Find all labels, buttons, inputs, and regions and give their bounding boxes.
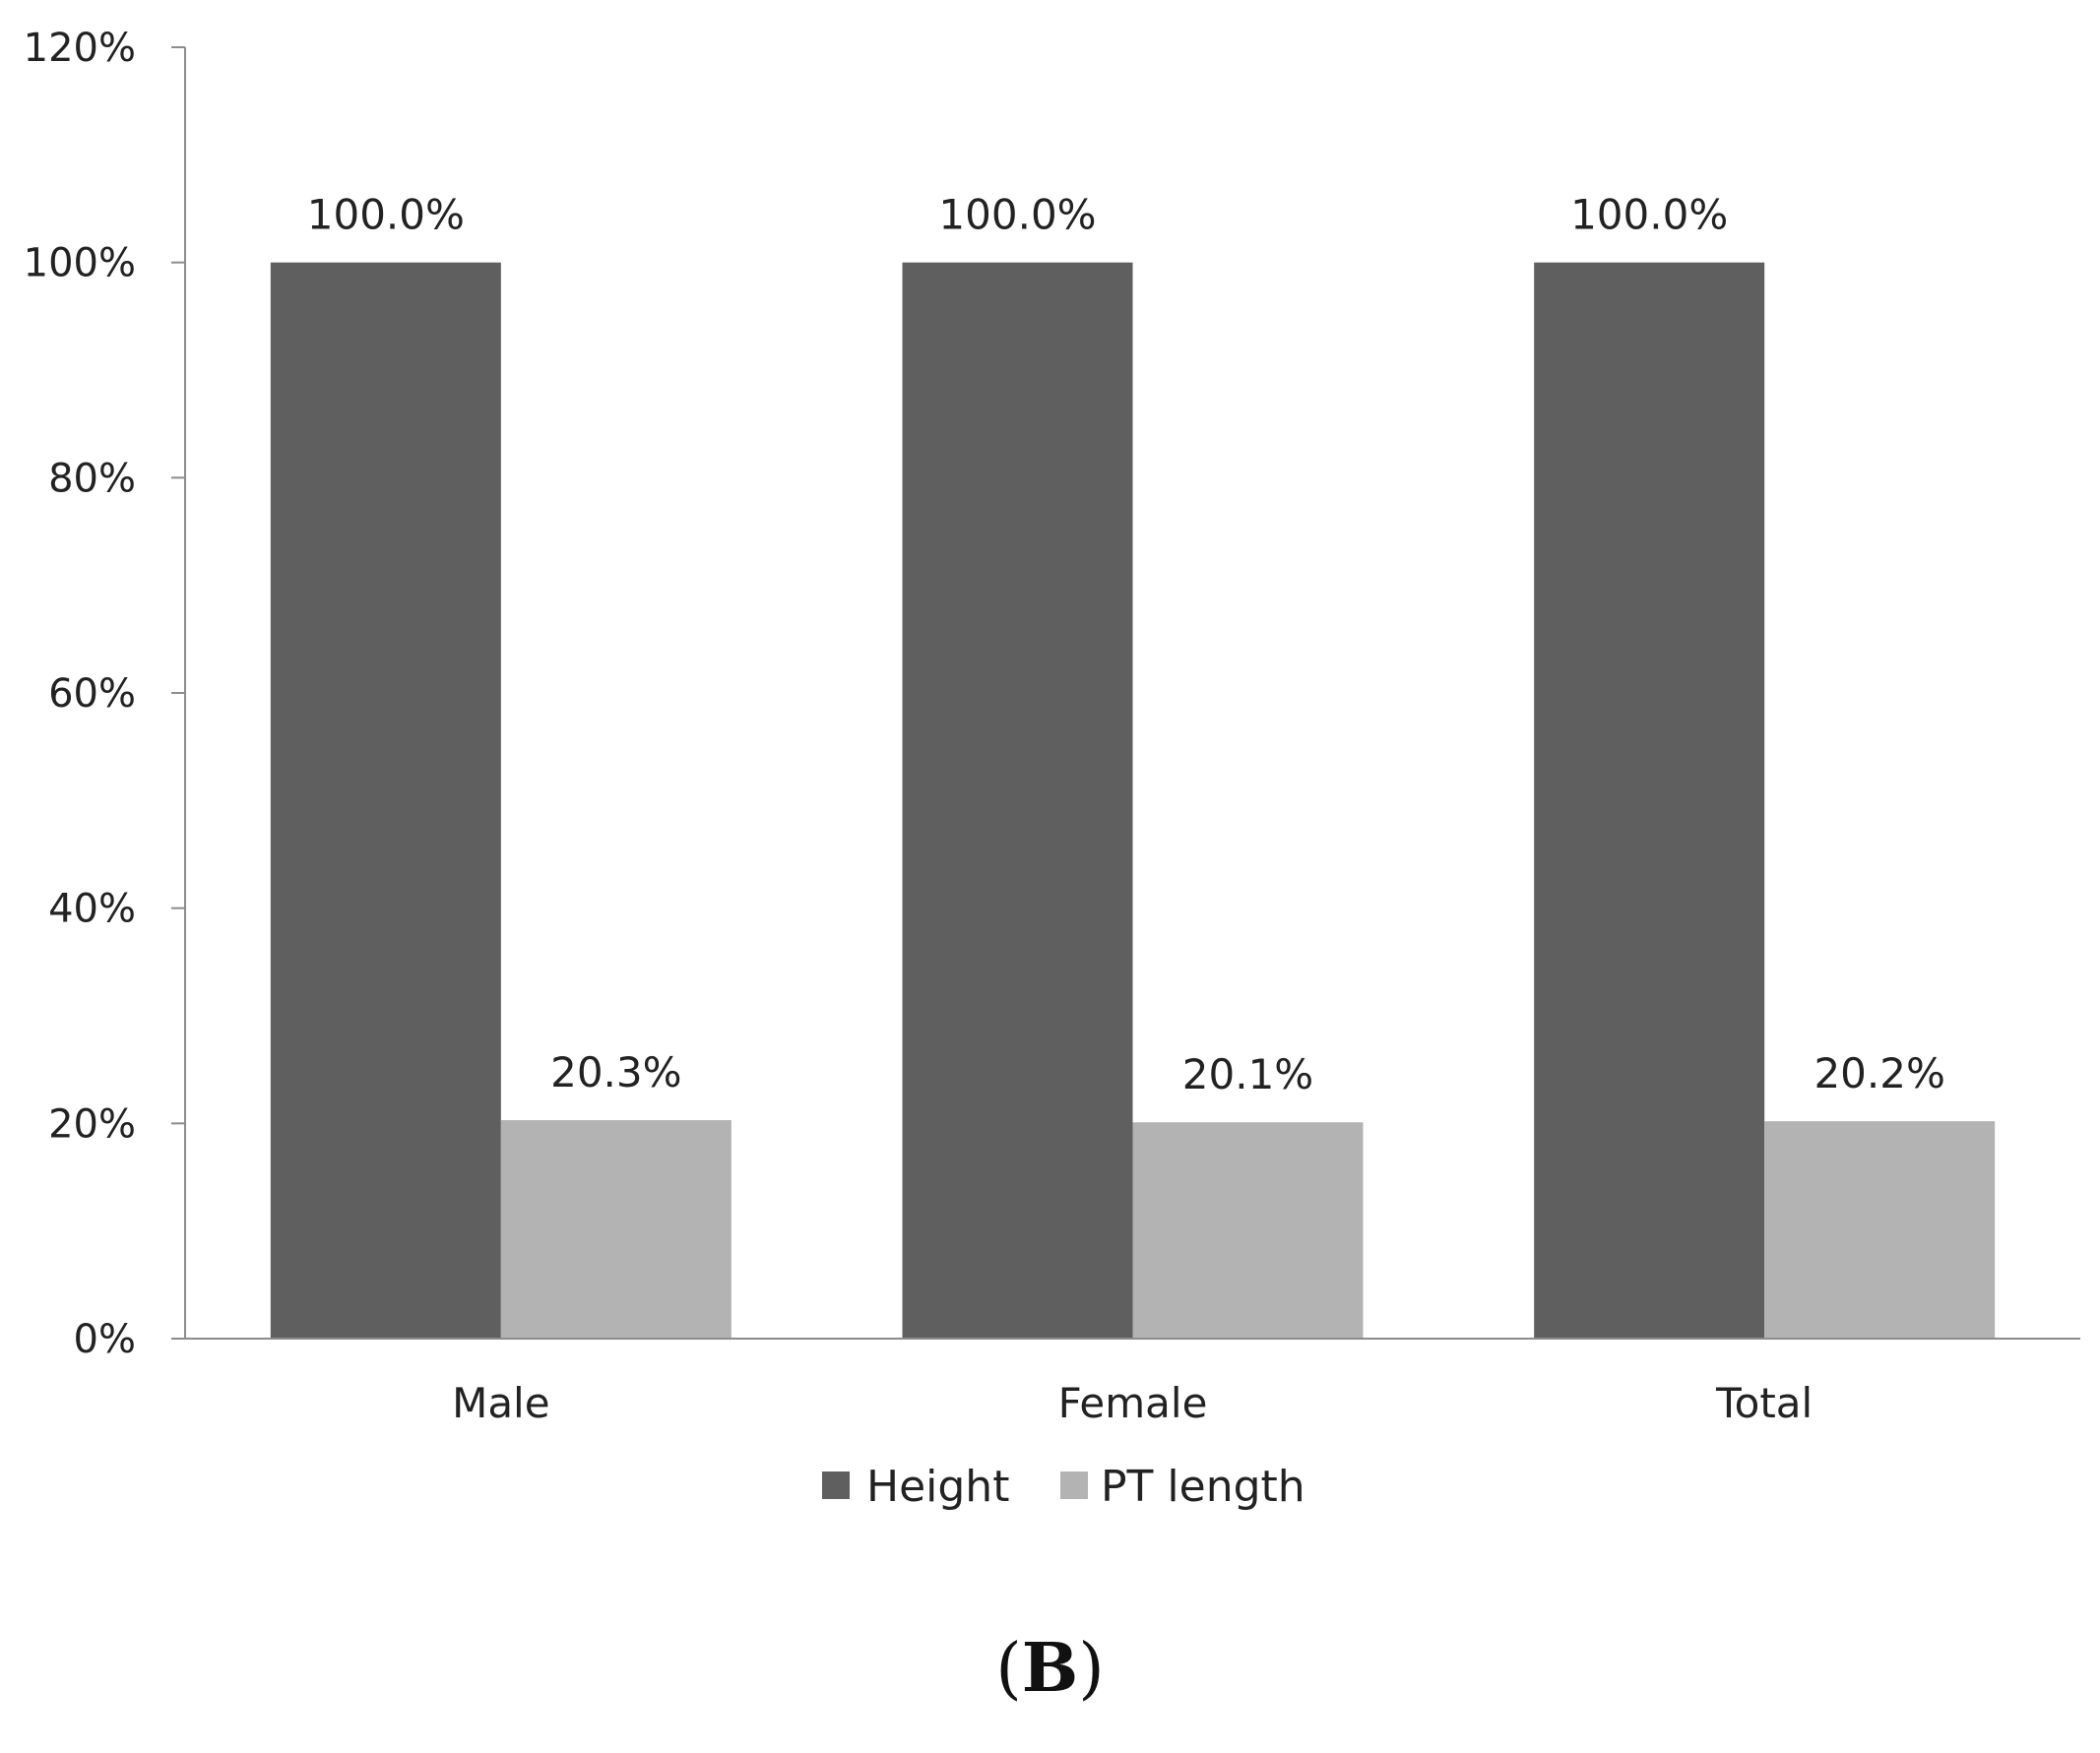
y-tick-label: 40% [48, 887, 136, 932]
x-category-label: Male [452, 1379, 549, 1427]
data-label: 20.3% [550, 1048, 681, 1096]
y-axis: 0% 20% 40% 60% 80% 100% 120% [24, 26, 186, 1362]
data-label: 100.0% [938, 191, 1096, 239]
bar-height-female [902, 262, 1133, 1340]
x-category-label: Female [1058, 1379, 1208, 1427]
y-tick-label: 120% [24, 26, 136, 71]
y-tick-label: 60% [48, 671, 136, 717]
panel-label-close: ) [1078, 1630, 1105, 1708]
legend-swatch-height [822, 1471, 850, 1499]
y-tick-label: 0% [74, 1317, 136, 1362]
panel-label: (B) [0, 1629, 2100, 1708]
x-axis: Male Female Total [185, 1338, 2080, 1427]
panel-label-letter: B [1021, 1629, 1079, 1708]
bar-pt-length-male [500, 1120, 732, 1339]
data-labels: 100.0% 20.3% 100.0% 20.1% 100.0% 20.2% [307, 191, 1945, 1099]
panel-label-open: ( [995, 1630, 1022, 1708]
legend: Height PT length [822, 1462, 1305, 1512]
x-category-label: Total [1715, 1379, 1813, 1427]
bar-pt-length-total [1764, 1121, 1996, 1339]
bars [270, 262, 1996, 1340]
legend-swatch-pt-length [1060, 1471, 1088, 1499]
bar-height-total [1534, 262, 1765, 1340]
data-label: 20.2% [1814, 1049, 1944, 1097]
y-tick-label: 100% [24, 241, 136, 286]
data-label: 20.1% [1182, 1050, 1313, 1098]
y-tick-label: 80% [48, 456, 136, 501]
data-label: 100.0% [307, 191, 465, 239]
bar-height-male [270, 262, 501, 1340]
data-label: 100.0% [1570, 191, 1728, 239]
y-tick-label: 20% [48, 1101, 136, 1147]
bar-pt-length-female [1132, 1122, 1364, 1339]
legend-label: Height [866, 1462, 1009, 1512]
legend-label: PT length [1101, 1462, 1305, 1512]
